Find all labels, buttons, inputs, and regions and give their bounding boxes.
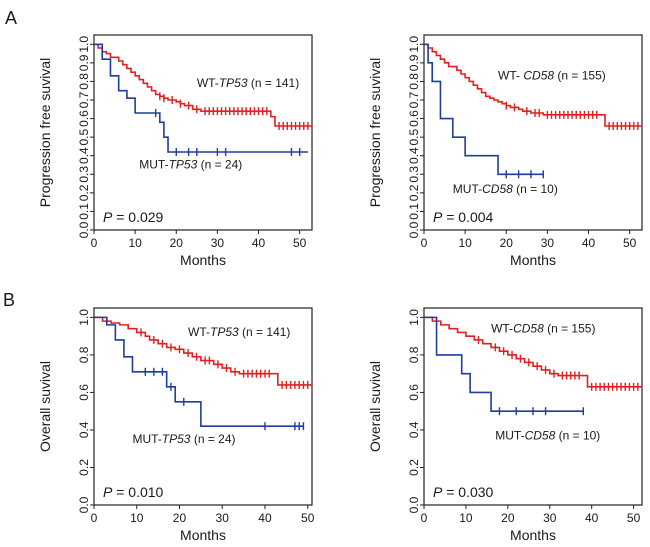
x-tick-label: 30 <box>211 236 225 250</box>
y-tick-label: 0.7 <box>77 91 91 108</box>
x-tick-label: 0 <box>421 511 428 525</box>
y-tick-label: 0.4 <box>407 147 421 164</box>
y-tick-label: 0.8 <box>77 346 91 363</box>
x-axis-label: Months <box>510 527 556 543</box>
x-tick-label: 20 <box>170 236 184 250</box>
plot-frame <box>93 307 313 506</box>
y-tick-label: 0.4 <box>407 421 421 438</box>
series-annotation: WT-TP53 (n = 141) <box>188 325 290 339</box>
y-tick-label: 1.0 <box>407 309 421 326</box>
survival-curve-wt <box>424 43 642 127</box>
y-axis-label: Overall suvival <box>367 361 383 452</box>
series-annotation: MUT-CD58 (n = 10) <box>453 182 558 196</box>
x-tick-label: 20 <box>500 236 514 250</box>
plot-frame <box>423 34 643 231</box>
x-tick-label: 30 <box>541 236 555 250</box>
y-tick-label: 0.0 <box>407 221 421 238</box>
y-tick-label: 0.8 <box>407 73 421 90</box>
x-tick-label: 40 <box>252 236 266 250</box>
panel-label-b: B <box>3 290 15 310</box>
y-tick-label: 0.2 <box>77 184 91 201</box>
x-tick-label: 10 <box>458 236 472 250</box>
p-value: P = 0.010 <box>103 484 164 500</box>
y-tick-label: 0.1 <box>77 203 91 220</box>
plot-b-right: 0 10 20 30 40 50 0.0 0.2 0.4 0.6 0.8 1.0 Months Overa… <box>367 307 643 543</box>
y-axis-label: Progression free suvival <box>367 58 383 207</box>
x-tick-label: 50 <box>623 236 637 250</box>
y-tick-label: 0.5 <box>407 128 421 145</box>
y-tick-label: 0.0 <box>77 221 91 238</box>
y-tick-label: 0.6 <box>407 384 421 401</box>
x-tick-label: 10 <box>459 511 473 525</box>
series-annotation: WT- CD58 (n = 155) <box>498 69 606 83</box>
series-annotation: MUT-TP53 (n = 24) <box>132 432 235 446</box>
series-annotation: WT-CD58 (n = 155) <box>491 321 595 335</box>
p-value: P = 0.004 <box>433 209 494 225</box>
x-tick-label: 10 <box>130 511 144 525</box>
plot-frame <box>423 307 643 506</box>
p-value: P = 0.029 <box>103 209 164 225</box>
y-tick-label: 0.6 <box>77 384 91 401</box>
survival-curve-mut <box>424 43 544 176</box>
p-value: P = 0.030 <box>433 484 494 500</box>
y-tick-label: 0.6 <box>407 110 421 127</box>
y-tick-label: 0.8 <box>77 73 91 90</box>
x-tick-label: 40 <box>582 236 596 250</box>
y-tick-label: 0.0 <box>407 496 421 513</box>
series-annotation: MUT-TP53 (n = 24) <box>139 158 242 172</box>
x-axis-label: Months <box>180 527 226 543</box>
x-tick-label: 40 <box>585 511 599 525</box>
survival-curve-mut <box>424 316 584 412</box>
x-tick-label: 50 <box>627 511 641 525</box>
x-tick-label: 0 <box>421 236 428 250</box>
panel-label-a: A <box>5 8 17 28</box>
y-tick-label: 1.0 <box>407 36 421 53</box>
x-tick-label: 0 <box>91 511 98 525</box>
x-tick-label: 30 <box>216 511 230 525</box>
x-axis-label: Months <box>180 252 226 268</box>
y-tick-label: 0.6 <box>77 110 91 127</box>
x-tick-label: 20 <box>501 511 515 525</box>
x-tick-label: 0 <box>91 236 98 250</box>
x-tick-label: 30 <box>543 511 557 525</box>
y-tick-label: 0.3 <box>407 166 421 183</box>
survival-curve-wt <box>94 43 312 127</box>
x-tick-label: 40 <box>258 511 272 525</box>
x-axis-label: Months <box>510 252 556 268</box>
y-tick-label: 0.3 <box>77 166 91 183</box>
plot-b-left: 0 10 20 30 40 50 0.0 0.2 0.4 0.6 0.8 1.0 Months Overa… <box>37 307 315 543</box>
y-tick-label: 0.9 <box>77 54 91 71</box>
y-tick-label: 0.2 <box>77 459 91 476</box>
y-tick-label: 1.0 <box>77 309 91 326</box>
x-tick-label: 20 <box>173 511 187 525</box>
y-tick-label: 0.7 <box>407 91 421 108</box>
y-tick-label: 0.5 <box>77 128 91 145</box>
y-tick-label: 0.0 <box>77 496 91 513</box>
x-tick-label: 50 <box>301 511 315 525</box>
y-tick-label: 0.2 <box>407 459 421 476</box>
y-tick-label: 0.2 <box>407 184 421 201</box>
plot-a-left: 0 10 20 30 40 50 0.00.1 0.20.3 0.4 0.50.6 0.70.8 0.… <box>37 34 313 268</box>
y-tick-label: 0.4 <box>77 147 91 164</box>
y-tick-label: 1.0 <box>77 36 91 53</box>
series-annotation: MUT-CD58 (n = 10) <box>495 428 600 442</box>
y-axis-label: Progression free suvival <box>37 58 53 207</box>
y-tick-label: 0.8 <box>407 346 421 363</box>
x-tick-label: 50 <box>293 236 307 250</box>
plot-a-right: 0 10 20 30 40 50 0.00.1 0.20.3 0.4 0.50.6 0.70.8 0.… <box>367 34 643 268</box>
survival-curve-wt <box>94 316 312 386</box>
x-tick-label: 10 <box>128 236 142 250</box>
y-tick-label: 0.1 <box>407 203 421 220</box>
series-annotation: WT-TP53 (n = 141) <box>197 76 299 90</box>
survival-curve-wt <box>424 316 642 388</box>
y-tick-label: 0.9 <box>407 54 421 71</box>
y-tick-label: 0.4 <box>77 421 91 438</box>
survival-curve-mut <box>94 43 308 153</box>
plot-frame <box>93 34 313 231</box>
y-axis-label: Overall suvival <box>37 361 53 452</box>
